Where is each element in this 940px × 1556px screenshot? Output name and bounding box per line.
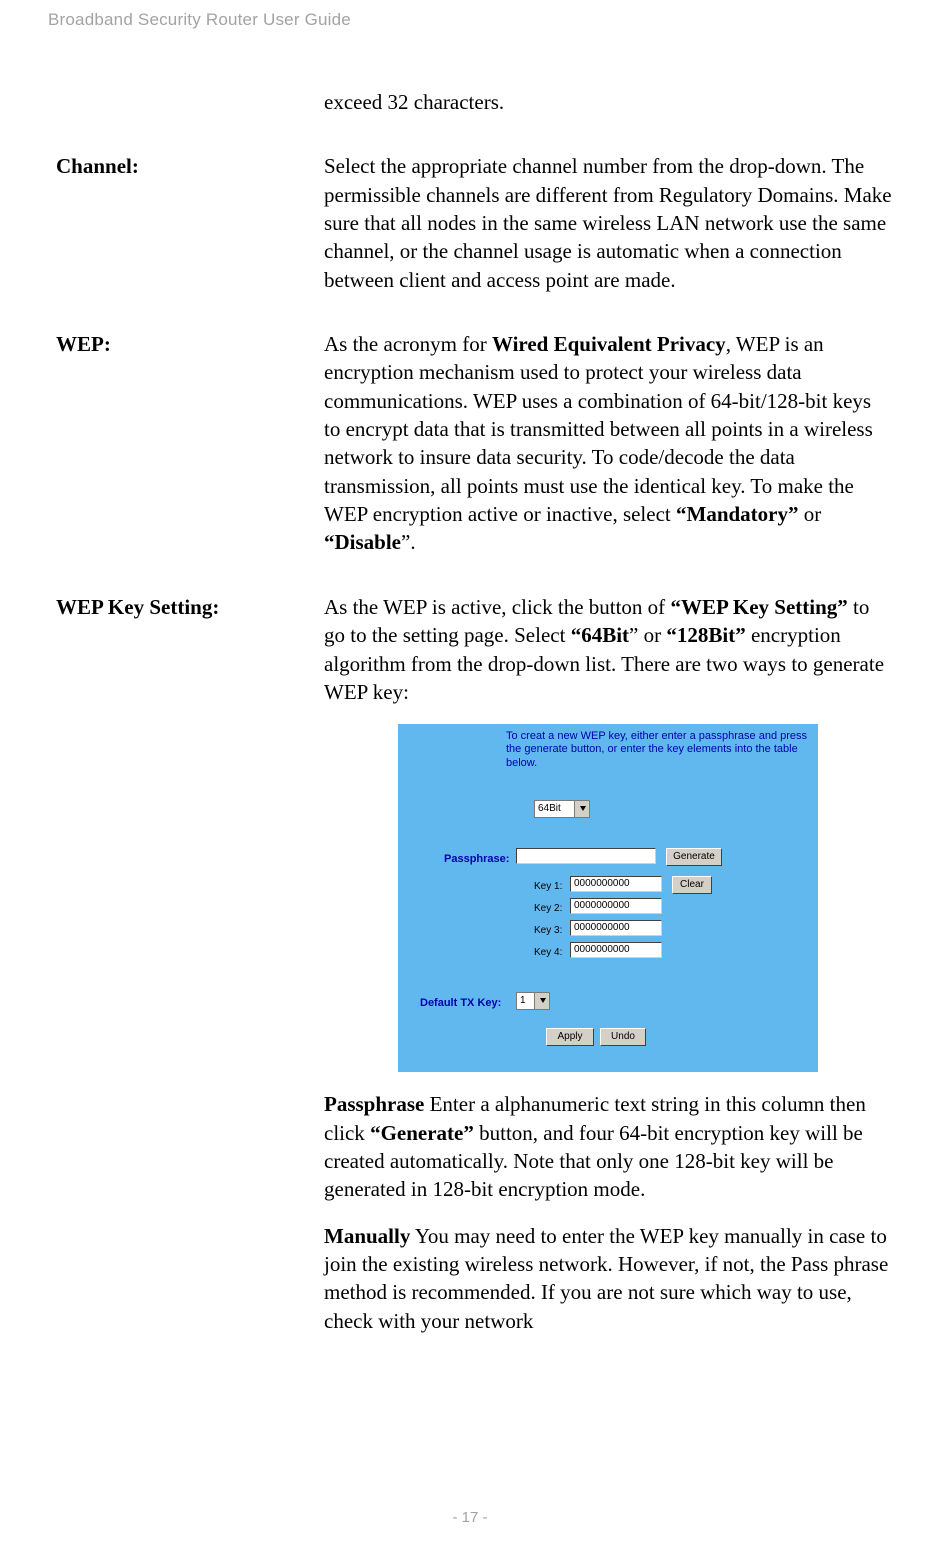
desc-channel: Select the appropriate channel number fr… — [324, 152, 892, 312]
wep-t4: “Mandatory” — [676, 502, 799, 526]
wep-t1: As the acronym for — [324, 332, 492, 356]
wep-info-text: To creat a new WEP key, either enter a p… — [506, 730, 808, 770]
wks-t4: “64Bit — [571, 623, 629, 647]
wep-text: As the acronym for Wired Equivalent Priv… — [324, 330, 892, 557]
default-tx-label: Default TX Key: — [420, 996, 501, 1011]
wks-p2c: “Generate” — [370, 1121, 474, 1145]
label-wks: WEP Key Setting: — [48, 593, 324, 1353]
generate-button[interactable]: Generate — [666, 848, 722, 866]
label-channel: Channel: — [48, 152, 324, 312]
wep-settings-window: To creat a new WEP key, either enter a p… — [398, 724, 818, 1072]
undo-button[interactable]: Undo — [600, 1028, 646, 1046]
key1-input[interactable]: 0000000000 — [570, 876, 662, 892]
key2-input[interactable]: 0000000000 — [570, 898, 662, 914]
clear-button[interactable]: Clear — [672, 876, 712, 894]
row-wks: WEP Key Setting: As the WEP is active, c… — [48, 593, 892, 1353]
key2-label: Key 2: — [534, 902, 562, 916]
key4-input[interactable]: 0000000000 — [570, 942, 662, 958]
default-tx-select[interactable]: 1 — [516, 992, 550, 1010]
row-channel: Channel: Select the appropriate channel … — [48, 152, 892, 312]
desc-wks: As the WEP is active, click the button o… — [324, 593, 892, 1353]
wks-intro: As the WEP is active, click the button o… — [324, 593, 892, 706]
wep-screenshot-wrap: To creat a new WEP key, either enter a p… — [324, 724, 892, 1072]
passphrase-input[interactable] — [516, 848, 656, 864]
row-wep: WEP: As the acronym for Wired Equivalent… — [48, 330, 892, 575]
wks-t2: “WEP Key Setting” — [670, 595, 847, 619]
wep-t3: , WEP is an encryption mechanism used to… — [324, 332, 873, 526]
wks-manually-text: Manually You may need to enter the WEP k… — [324, 1222, 892, 1335]
wep-t5: or — [799, 502, 822, 526]
wks-t6: “128Bit” — [666, 623, 745, 647]
label-wep: WEP: — [48, 330, 324, 575]
page: Broadband Security Router User Guide exc… — [0, 0, 940, 1556]
apply-button[interactable]: Apply — [546, 1028, 594, 1046]
bit-select-value: 64Bit — [538, 803, 561, 814]
chevron-down-icon — [580, 806, 586, 811]
channel-text: Select the appropriate channel number fr… — [324, 152, 892, 294]
key3-label: Key 3: — [534, 924, 562, 938]
label-empty — [48, 88, 324, 134]
passphrase-label: Passphrase: — [444, 852, 509, 867]
wep-t7: ”. — [401, 530, 416, 554]
wep-t6: “Disable — [324, 530, 401, 554]
wks-p2a: Passphrase — [324, 1092, 424, 1116]
wks-passphrase-text: Passphrase Enter a alphanumeric text str… — [324, 1090, 892, 1203]
wks-p3a: Manually — [324, 1224, 410, 1248]
default-tx-value: 1 — [520, 995, 526, 1006]
key4-label: Key 4: — [534, 946, 562, 960]
row-exceed: exceed 32 characters. — [48, 88, 892, 134]
key1-label: Key 1: — [534, 880, 562, 894]
wks-t5: ” or — [629, 623, 666, 647]
desc-exceed: exceed 32 characters. — [324, 88, 892, 134]
wep-t2: Wired Equivalent Privacy — [492, 332, 726, 356]
exceed-text: exceed 32 characters. — [324, 88, 892, 116]
wks-t1: As the WEP is active, click the button o… — [324, 595, 670, 619]
document-header: Broadband Security Router User Guide — [48, 10, 892, 30]
page-number: - 17 - — [0, 1509, 940, 1526]
bit-select[interactable]: 64Bit — [534, 800, 590, 818]
key3-input[interactable]: 0000000000 — [570, 920, 662, 936]
chevron-down-icon — [540, 998, 546, 1003]
desc-wep: As the acronym for Wired Equivalent Priv… — [324, 330, 892, 575]
